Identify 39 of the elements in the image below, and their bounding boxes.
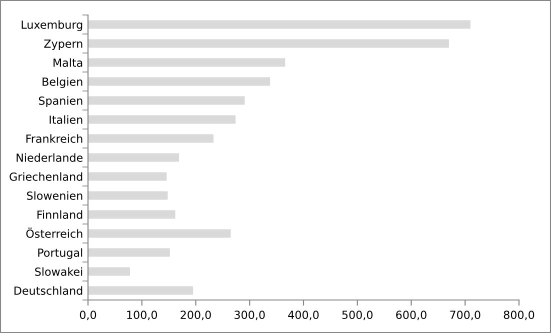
bar [88, 210, 176, 219]
bar [88, 58, 286, 67]
bar [88, 248, 170, 257]
x-tick-label: 100,0 [127, 310, 158, 320]
bar [88, 191, 168, 200]
x-tick-label: 400,0 [288, 310, 319, 320]
x-tick-label: 500,0 [342, 310, 373, 320]
bar [88, 39, 449, 48]
y-tick-label: Finnland [37, 210, 82, 219]
y-tick-label: Spanien [38, 96, 82, 108]
y-tick-label: Italien [50, 115, 82, 124]
y-tick-label: Slowakei [35, 267, 82, 276]
y-tick-label: Malta [54, 58, 82, 67]
y-tick-label: Österreich [26, 228, 82, 238]
y-tick-label: Slowenien [27, 191, 82, 200]
y-tick-label: Luxemburg [22, 20, 82, 32]
y-tick-label: Zypern [44, 40, 82, 50]
bar [88, 134, 214, 143]
x-tick-label: 0,0 [80, 310, 96, 320]
y-tick-label: Frankreich [26, 134, 82, 143]
y-tick-label: Deutschland [14, 286, 82, 295]
x-tick-label: 200,0 [180, 310, 211, 320]
x-tick-label: 800,0 [504, 310, 534, 320]
bar [88, 172, 167, 181]
x-tick-label: 700,0 [450, 310, 480, 320]
y-tick-label: Niederlande [16, 153, 83, 162]
bar [88, 267, 130, 276]
bar [88, 229, 231, 238]
y-tick-label: Portugal [38, 248, 82, 260]
bar [88, 77, 270, 86]
x-tick-label: 300,0 [234, 310, 265, 320]
bar [88, 286, 194, 295]
y-tick-label: Belgien [42, 77, 82, 88]
bar [88, 115, 236, 124]
x-tick-label: 600,0 [396, 310, 426, 320]
bar [88, 153, 180, 162]
y-tick-label: Griechenland [10, 172, 82, 181]
bar [88, 96, 245, 105]
bar [88, 20, 471, 29]
